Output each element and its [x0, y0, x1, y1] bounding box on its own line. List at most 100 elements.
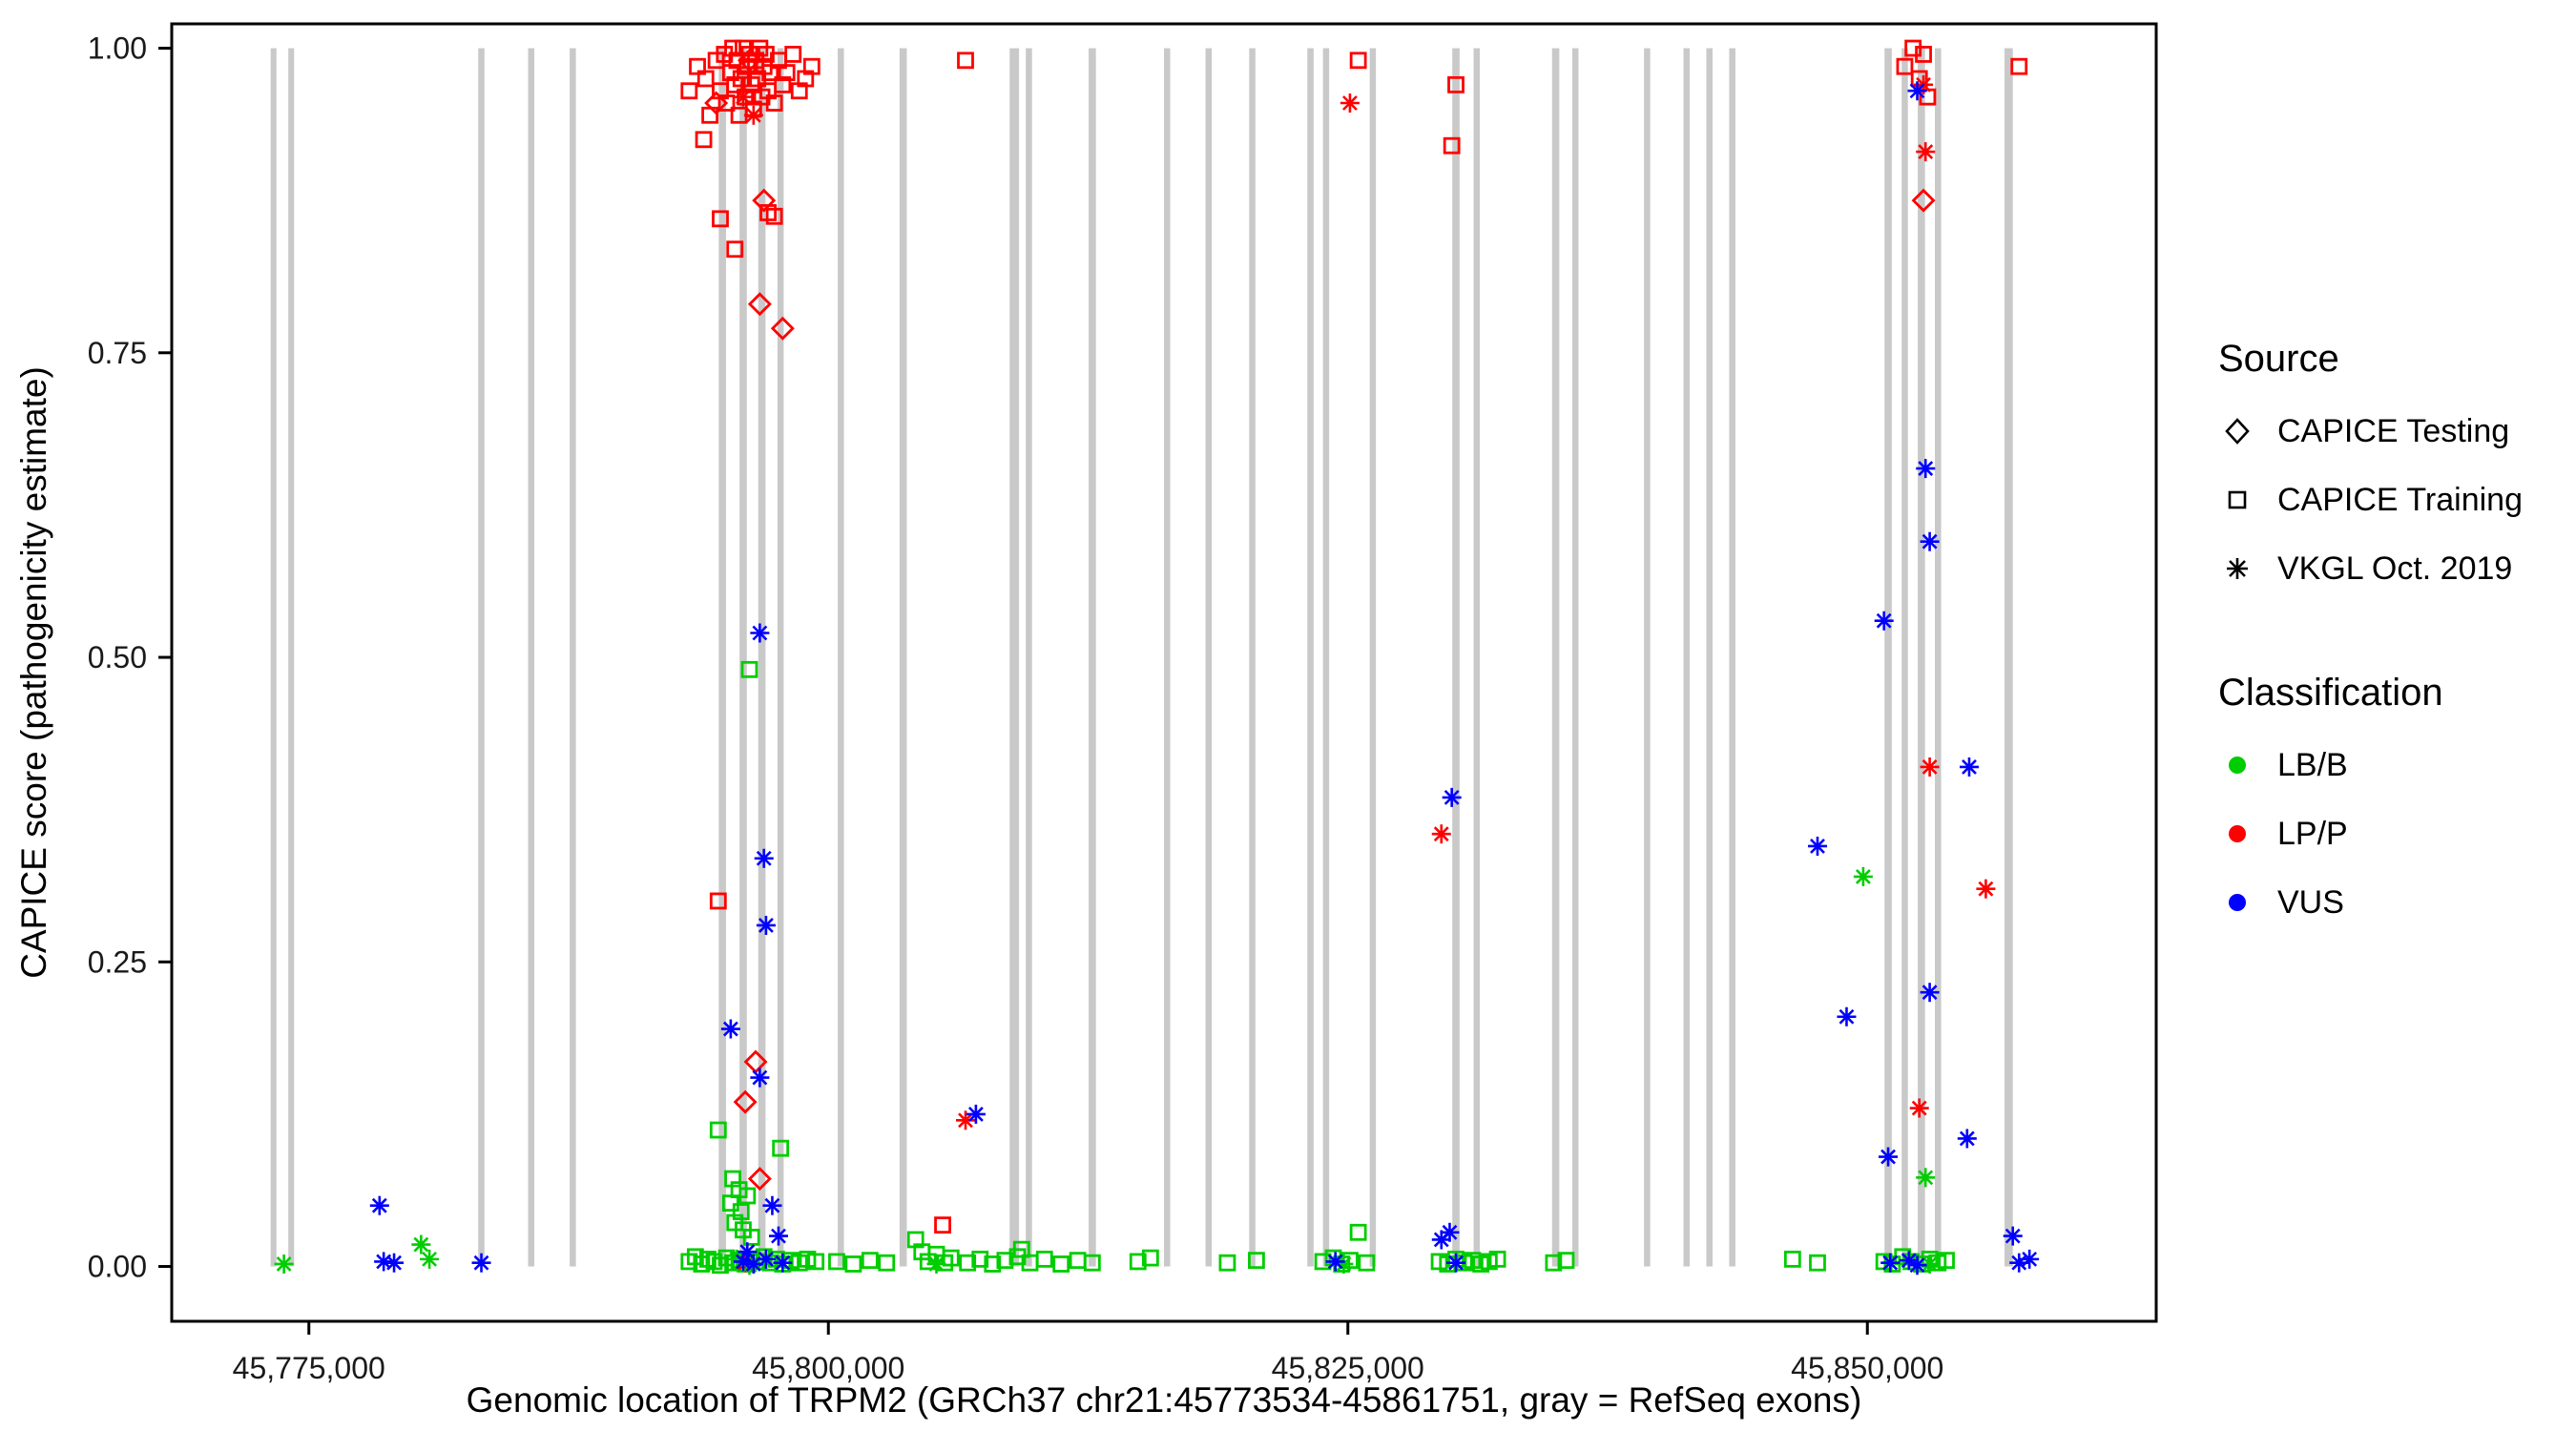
- point-diamond: [747, 292, 772, 317]
- scatter-plot: 45,775,000 45,800,000 45,825,000 45,850,000…: [14, 22, 2158, 1420]
- exon-bar: [478, 48, 485, 1267]
- series-vkgl-oct-2019-vus: [369, 81, 2040, 1275]
- y-tick-label: 1.00: [88, 31, 147, 66]
- exon-bar: [2005, 48, 2013, 1267]
- panel-border: [170, 22, 2158, 1323]
- point-asterisk: [1920, 531, 1940, 551]
- point-asterisk: [1957, 1129, 1977, 1149]
- legend-label-capice-testing: CAPICE Testing: [2277, 412, 2510, 449]
- point-asterisk: [1907, 81, 1927, 101]
- square-icon: [2228, 490, 2247, 509]
- point-asterisk: [1446, 1253, 1466, 1273]
- point-square: [844, 1255, 862, 1273]
- series-capice-training-lp-p: [680, 39, 2028, 1234]
- point-square: [1488, 1250, 1506, 1268]
- exon-bar: [899, 48, 907, 1267]
- point-asterisk: [773, 1253, 793, 1273]
- exon-bar: [570, 48, 576, 1267]
- point-square: [778, 64, 796, 81]
- point-asterisk: [768, 1226, 788, 1246]
- source-legend-title: Source: [2218, 338, 2339, 380]
- point-diamond: [770, 316, 795, 341]
- series-capice-training-lb-b: [680, 660, 1955, 1275]
- exon-bar: [1369, 48, 1377, 1267]
- point-square: [1129, 1253, 1147, 1271]
- point-asterisk: [1909, 1098, 1929, 1118]
- point-asterisk: [411, 1234, 431, 1255]
- point-square: [717, 94, 736, 112]
- point-square: [1896, 57, 1914, 75]
- x-tick-label: 45,850,000: [1791, 1351, 1943, 1385]
- point-asterisk: [1853, 866, 1873, 886]
- point-asterisk: [420, 1249, 440, 1269]
- legend-label-lpp: LP/P: [2277, 815, 2348, 852]
- exon-bar: [1164, 48, 1171, 1267]
- exon-bar: [1884, 48, 1892, 1267]
- series-capice-testing-lp-p: [704, 48, 1936, 1192]
- point-square: [709, 1121, 727, 1139]
- point-square: [726, 240, 744, 259]
- point-square: [680, 82, 698, 100]
- point-square: [696, 70, 715, 88]
- point-square: [765, 207, 783, 225]
- point-square: [695, 131, 713, 149]
- point-square: [1052, 1255, 1070, 1273]
- y-tick-label: 0.75: [88, 336, 147, 370]
- point-square: [1938, 1252, 1955, 1270]
- point-square: [2010, 57, 2028, 75]
- point-asterisk: [750, 623, 770, 643]
- green-dot-icon: [2229, 757, 2246, 774]
- point-asterisk: [1880, 1253, 1901, 1273]
- point-square: [957, 52, 974, 70]
- point-asterisk: [762, 1195, 782, 1215]
- point-square: [772, 1139, 790, 1157]
- series-vkgl-oct-2019-lp-p: [733, 74, 1996, 1273]
- point-square: [1349, 1223, 1367, 1241]
- y-tick-label: 0.00: [88, 1250, 147, 1284]
- exon-bar: [528, 48, 535, 1267]
- point-square: [1083, 1254, 1101, 1272]
- point-asterisk: [750, 1068, 770, 1088]
- point-square: [942, 1249, 960, 1267]
- point-asterisk: [2020, 1249, 2040, 1269]
- exon-bar: [838, 48, 844, 1267]
- legend-item-lbb: LB/B: [2218, 731, 2523, 799]
- point-asterisk: [1959, 757, 1979, 777]
- point-asterisk: [1916, 1168, 1936, 1188]
- point-square: [774, 75, 792, 93]
- point-asterisk: [743, 105, 763, 125]
- point-diamond: [752, 188, 777, 213]
- point-square: [1447, 75, 1465, 93]
- point-square: [1915, 46, 1932, 63]
- point-square: [784, 46, 802, 63]
- point-square: [878, 1254, 896, 1272]
- exon-bar: [1729, 48, 1735, 1267]
- point-asterisk: [1334, 1254, 1354, 1274]
- point-asterisk: [1879, 1147, 1899, 1167]
- point-square: [724, 39, 741, 57]
- point-square: [1035, 1250, 1053, 1268]
- point-asterisk: [1442, 787, 1462, 807]
- point-square: [1783, 1250, 1801, 1268]
- point-asterisk: [1916, 459, 1936, 479]
- exon-bar: [1706, 48, 1713, 1267]
- point-asterisk: [1837, 1006, 1857, 1027]
- exon-bar: [1205, 48, 1213, 1267]
- x-tick-label: 45,825,000: [1272, 1351, 1424, 1385]
- exon-bar: [1683, 48, 1691, 1267]
- point-asterisk: [384, 1253, 405, 1273]
- x-axis-title: Genomic location of TRPM2 (GRCh37 chr21:…: [467, 1380, 1862, 1420]
- point-asterisk: [1807, 836, 1827, 856]
- point-square: [807, 1253, 825, 1271]
- legend-item-vkgl: VKGL Oct. 2019: [2218, 534, 2523, 603]
- point-asterisk: [754, 848, 774, 868]
- exon-bar: [718, 48, 726, 1267]
- point-asterisk: [1440, 1222, 1460, 1242]
- legend-group-source: Source CAPICE Testing CAPICE Training: [2218, 336, 2523, 603]
- point-square: [984, 1255, 1002, 1273]
- point-square: [765, 94, 783, 112]
- point-asterisk: [369, 1195, 389, 1215]
- exon-bar: [777, 48, 784, 1267]
- point-square: [1443, 136, 1461, 155]
